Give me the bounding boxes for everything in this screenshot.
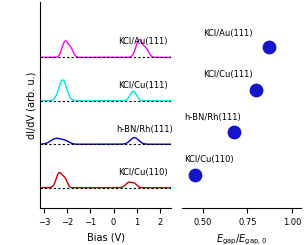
Y-axis label: dI/dV (arb. u.): dI/dV (arb. u.) (27, 72, 37, 139)
Text: KCl/Cu(110): KCl/Cu(110) (118, 168, 168, 177)
Text: KCl/Au(111): KCl/Au(111) (203, 29, 252, 38)
Point (266, 45, 271, 49)
Text: h-BN/Rh(111): h-BN/Rh(111) (184, 113, 241, 122)
Point (254, 88, 259, 92)
Point (192, 173, 197, 177)
Text: KCl/Cu(111): KCl/Cu(111) (118, 81, 168, 90)
Text: KCl/Cu(111): KCl/Cu(111) (203, 70, 253, 79)
Text: KCl/Au(111): KCl/Au(111) (118, 37, 168, 46)
Text: h-BN/Rh(111): h-BN/Rh(111) (116, 125, 173, 134)
Point (232, 130, 237, 134)
Text: KCl/Cu(110): KCl/Cu(110) (184, 155, 234, 164)
X-axis label: $E_{\rm gap}/E_{\rm gap,0}$: $E_{\rm gap}/E_{\rm gap,0}$ (216, 233, 267, 245)
X-axis label: Bias (V): Bias (V) (87, 233, 125, 243)
